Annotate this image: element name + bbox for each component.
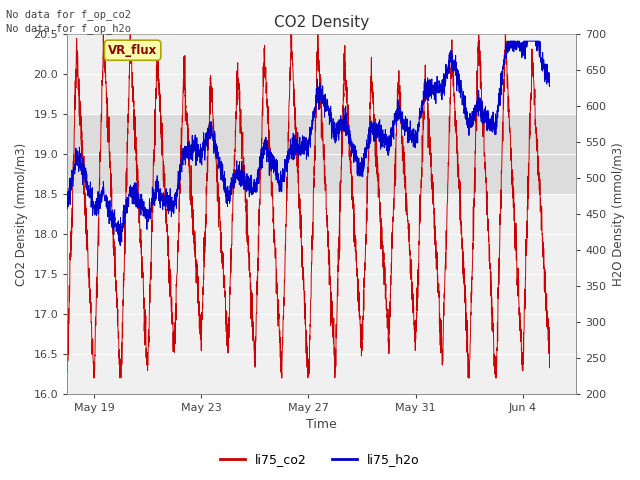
Legend: li75_co2, li75_h2o: li75_co2, li75_h2o xyxy=(215,448,425,471)
Text: No data for f_op_h2o: No data for f_op_h2o xyxy=(6,23,131,34)
Text: VR_flux: VR_flux xyxy=(108,44,157,57)
Text: No data for f_op_co2: No data for f_op_co2 xyxy=(6,9,131,20)
Y-axis label: H2O Density (mmol/m3): H2O Density (mmol/m3) xyxy=(612,142,625,286)
Y-axis label: CO2 Density (mmol/m3): CO2 Density (mmol/m3) xyxy=(15,142,28,286)
X-axis label: Time: Time xyxy=(307,419,337,432)
Bar xyxy=(67,114,576,194)
Title: CO2 Density: CO2 Density xyxy=(274,15,369,30)
